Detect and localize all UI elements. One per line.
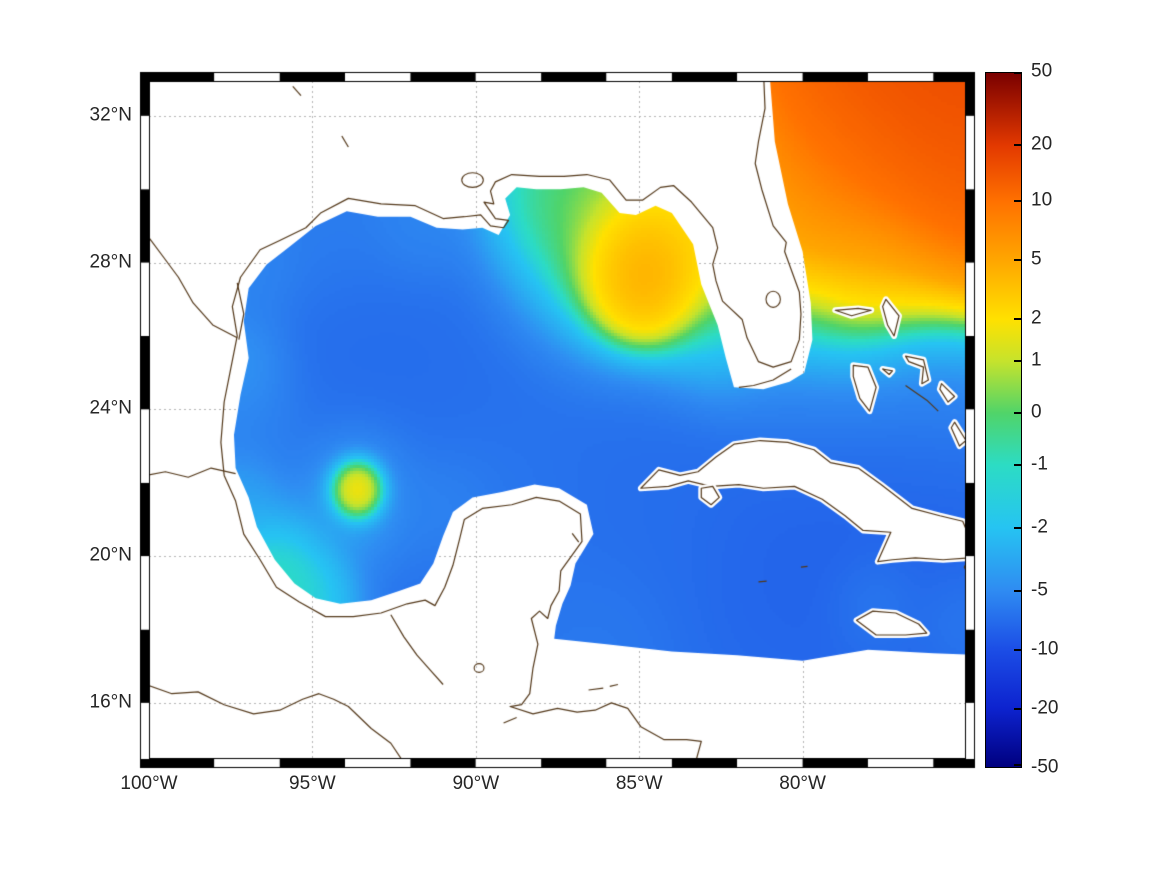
- colorbar-tick-label: 1: [1031, 349, 1042, 371]
- colorbar-tick-mark: [1014, 526, 1021, 529]
- colorbar-tick-label: 50: [1031, 60, 1053, 82]
- x-tick-label: 80°W: [779, 773, 826, 794]
- colorbar-tick-mark: [1014, 72, 1021, 74]
- colorbar-tick-label: 2: [1031, 307, 1042, 329]
- colorbar-tick-mark: [1014, 318, 1021, 321]
- x-tick-label: 85°W: [615, 773, 663, 794]
- colorbar-tick-mark: [1014, 764, 1021, 766]
- colorbar-tick-mark: [1014, 412, 1021, 415]
- colorbar-tick-mark: [1014, 258, 1021, 261]
- colorbar-tick-label: -1: [1031, 453, 1048, 475]
- colorbar-tick-mark: [1014, 589, 1021, 592]
- y-tick-label: 24°N: [89, 397, 132, 419]
- y-tick-label: 32°N: [89, 104, 132, 126]
- colorbar-tick-mark: [1014, 144, 1021, 147]
- colorbar-tick-mark: [1014, 464, 1021, 467]
- colorbar-tick-label: 5: [1031, 248, 1042, 270]
- colorbar-tick-mark: [1014, 359, 1021, 362]
- colorbar-tick-label: -10: [1031, 638, 1059, 660]
- colorbar-tick-label: -2: [1031, 516, 1048, 538]
- colorbar: [985, 72, 1022, 768]
- x-tick-label: 95°W: [289, 773, 336, 794]
- colorbar-tick-mark: [1014, 707, 1021, 710]
- colorbar-tick-mark: [1014, 648, 1021, 651]
- colorbar-tick-label: 10: [1031, 189, 1053, 211]
- colorbar-tick-mark: [1014, 199, 1021, 202]
- colorbar-tick-label: -50: [1031, 756, 1059, 778]
- colorbar-tick-label: 0: [1031, 401, 1042, 423]
- colorbar-tick-label: -5: [1031, 579, 1048, 601]
- y-tick-label: 20°N: [89, 544, 132, 566]
- colorbar-tick-label: -20: [1031, 697, 1059, 719]
- colorbar-tick-label: 20: [1031, 133, 1053, 155]
- y-tick-label: 16°N: [89, 691, 132, 713]
- x-tick-label: 100°W: [120, 773, 178, 794]
- y-tick-label: 28°N: [89, 251, 132, 273]
- x-tick-label: 90°W: [452, 773, 500, 794]
